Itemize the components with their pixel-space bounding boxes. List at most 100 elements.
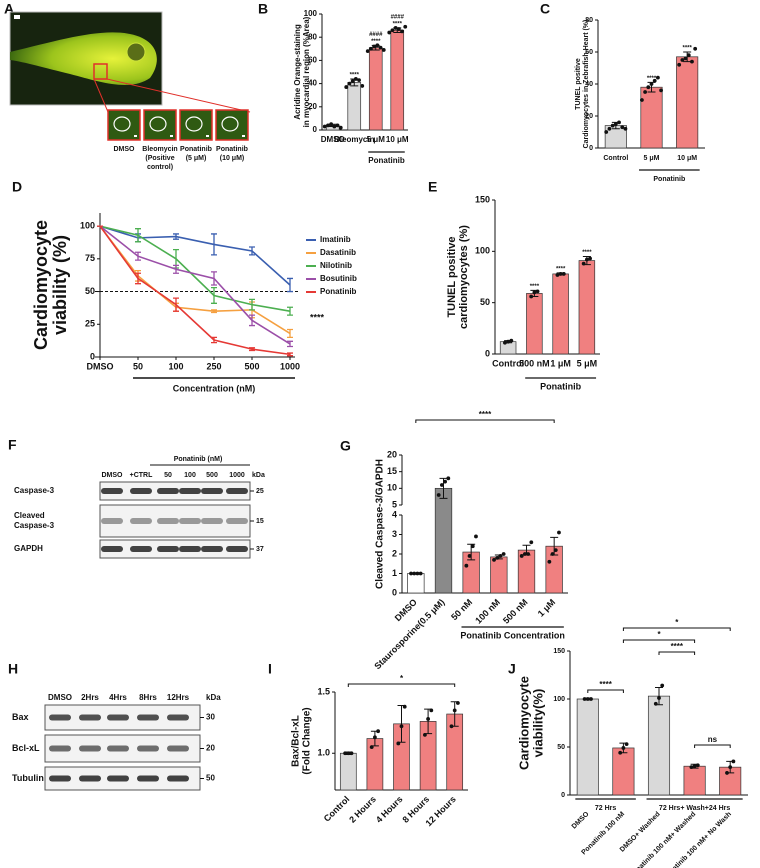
x-tick-label: 10 μM (677, 155, 697, 162)
y-tick-label: 40 (585, 81, 593, 88)
data-point (519, 554, 524, 558)
data-point (474, 534, 478, 539)
significance-label: **** (671, 642, 684, 651)
data-point (326, 123, 330, 128)
lane-label: DMSO (48, 693, 72, 702)
blot-band (226, 518, 248, 524)
panel-label: H (8, 661, 18, 677)
error-bar (211, 286, 217, 304)
blot-band (167, 775, 189, 782)
data-point (399, 724, 404, 729)
panel-label: B (258, 1, 268, 17)
legend-label: Dasatinib (320, 248, 356, 257)
x-tick-label: 100 nM (473, 597, 502, 626)
data-point (653, 701, 658, 706)
y-tick-label: 20 (585, 113, 593, 120)
kda-label: kDa (206, 693, 221, 702)
x-tick-label: DMSO (87, 361, 114, 371)
series-line (99, 225, 291, 335)
panel-label: G (340, 438, 351, 454)
data-point (610, 123, 615, 128)
group-label: 72 Hrs (595, 805, 617, 812)
data-point (553, 548, 558, 552)
scale-bar (170, 135, 173, 137)
data-point (470, 544, 475, 549)
blot-band (101, 488, 123, 494)
data-point (613, 122, 618, 126)
inset-label: DMSO (114, 146, 136, 153)
legend-label: Ponatinib (320, 287, 357, 296)
legend-label: Nilotinib (320, 261, 352, 270)
data-point (640, 98, 644, 102)
y-tick-label: 60 (308, 56, 317, 65)
x-tick-label: 1 μM (536, 597, 558, 619)
y-axis-label: viability (%) (50, 235, 70, 335)
data-point (689, 765, 694, 770)
panel-label: C (540, 1, 550, 17)
y-tick-label: 150 (475, 194, 490, 204)
y-tick-label: 25 (85, 319, 95, 329)
bar (576, 698, 599, 796)
data-point (617, 120, 621, 125)
y-tick-label: 0 (392, 587, 397, 597)
bar (434, 487, 453, 594)
data-point (353, 77, 358, 81)
zoom-line (93, 78, 109, 113)
error-bar (249, 314, 255, 327)
data-point (690, 59, 694, 64)
data-point (418, 571, 423, 576)
significance-label: **** (556, 266, 566, 272)
bar (368, 47, 383, 131)
data-point (343, 751, 347, 756)
panel-label: E (428, 179, 437, 195)
data-point (412, 571, 417, 576)
data-point (446, 476, 451, 481)
data-point (332, 124, 337, 129)
data-point (692, 764, 697, 769)
kda-value: 15 (256, 518, 264, 525)
error-bar (287, 352, 293, 357)
data-point (695, 763, 700, 768)
data-point (618, 750, 623, 755)
blot-band (130, 546, 152, 552)
panel-label: F (8, 437, 17, 453)
data-point (344, 85, 349, 89)
inset-heart (113, 116, 131, 132)
y-tick-label: 1 (392, 568, 397, 578)
group-label: Ponatinib (653, 176, 685, 183)
blot-band (226, 546, 248, 552)
x-tick-label: 1 μM (550, 358, 571, 368)
data-point (620, 125, 625, 130)
kda-value: 50 (206, 774, 215, 783)
y-axis-label: Cardiomyocyte (516, 676, 531, 770)
data-point (376, 729, 380, 734)
data-point (561, 272, 566, 276)
data-point (378, 45, 383, 50)
x-tick-label: 2 Hours (347, 794, 378, 825)
y-axis-label: Cardiomyocytes in Zebrafish Heart (%) (583, 20, 590, 149)
y-tick-label: 40 (308, 79, 317, 88)
data-point (338, 125, 343, 130)
data-point (443, 479, 447, 484)
y-axis-label: Acridine Orange-staining (293, 24, 302, 120)
x-tick-label: 5 μM (367, 135, 386, 144)
blot-band (179, 488, 201, 494)
data-point (415, 571, 420, 576)
error-bar (211, 336, 217, 344)
data-point (329, 122, 334, 127)
significance-bracket (587, 689, 624, 693)
data-point (357, 78, 361, 83)
blot-band (107, 745, 129, 752)
data-point (604, 130, 609, 134)
lane-label: 2Hrs (81, 693, 99, 702)
significance-label: **** (350, 73, 360, 79)
x-tick-label: DMSO (321, 135, 345, 144)
blot-band (107, 775, 129, 782)
lane-label: 12Hrs (167, 693, 190, 702)
x-tick-label: 500 nM (519, 358, 550, 368)
y-tick-label: 0 (485, 348, 490, 358)
blot-band (79, 775, 101, 782)
y-tick-label: 10 (387, 483, 397, 493)
data-point (535, 289, 540, 294)
